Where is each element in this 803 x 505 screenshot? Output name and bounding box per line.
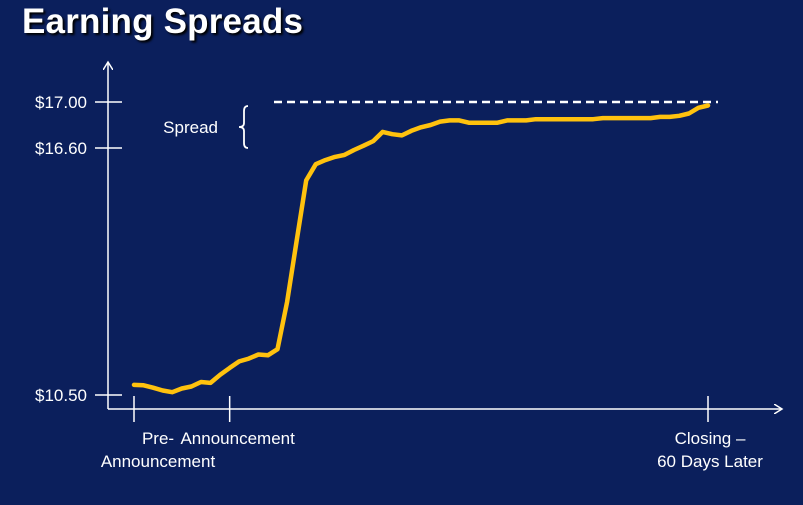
spread-brace	[238, 105, 249, 149]
y-tick-label: $10.50	[35, 386, 87, 405]
spread-label: Spread	[163, 118, 218, 137]
chart-title: Earning Spreads	[22, 2, 304, 41]
x-tick-label: Announcement	[101, 452, 216, 471]
y-tick-label: $17.00	[35, 93, 87, 112]
x-tick-label: 60 Days Later	[657, 452, 763, 471]
y-tick-label: $16.60	[35, 139, 87, 158]
x-tick-label: Closing –	[675, 429, 746, 448]
x-tick-label: Announcement	[180, 429, 295, 448]
stock-price-line	[131, 103, 711, 395]
x-tick-label: Pre-	[142, 429, 174, 448]
